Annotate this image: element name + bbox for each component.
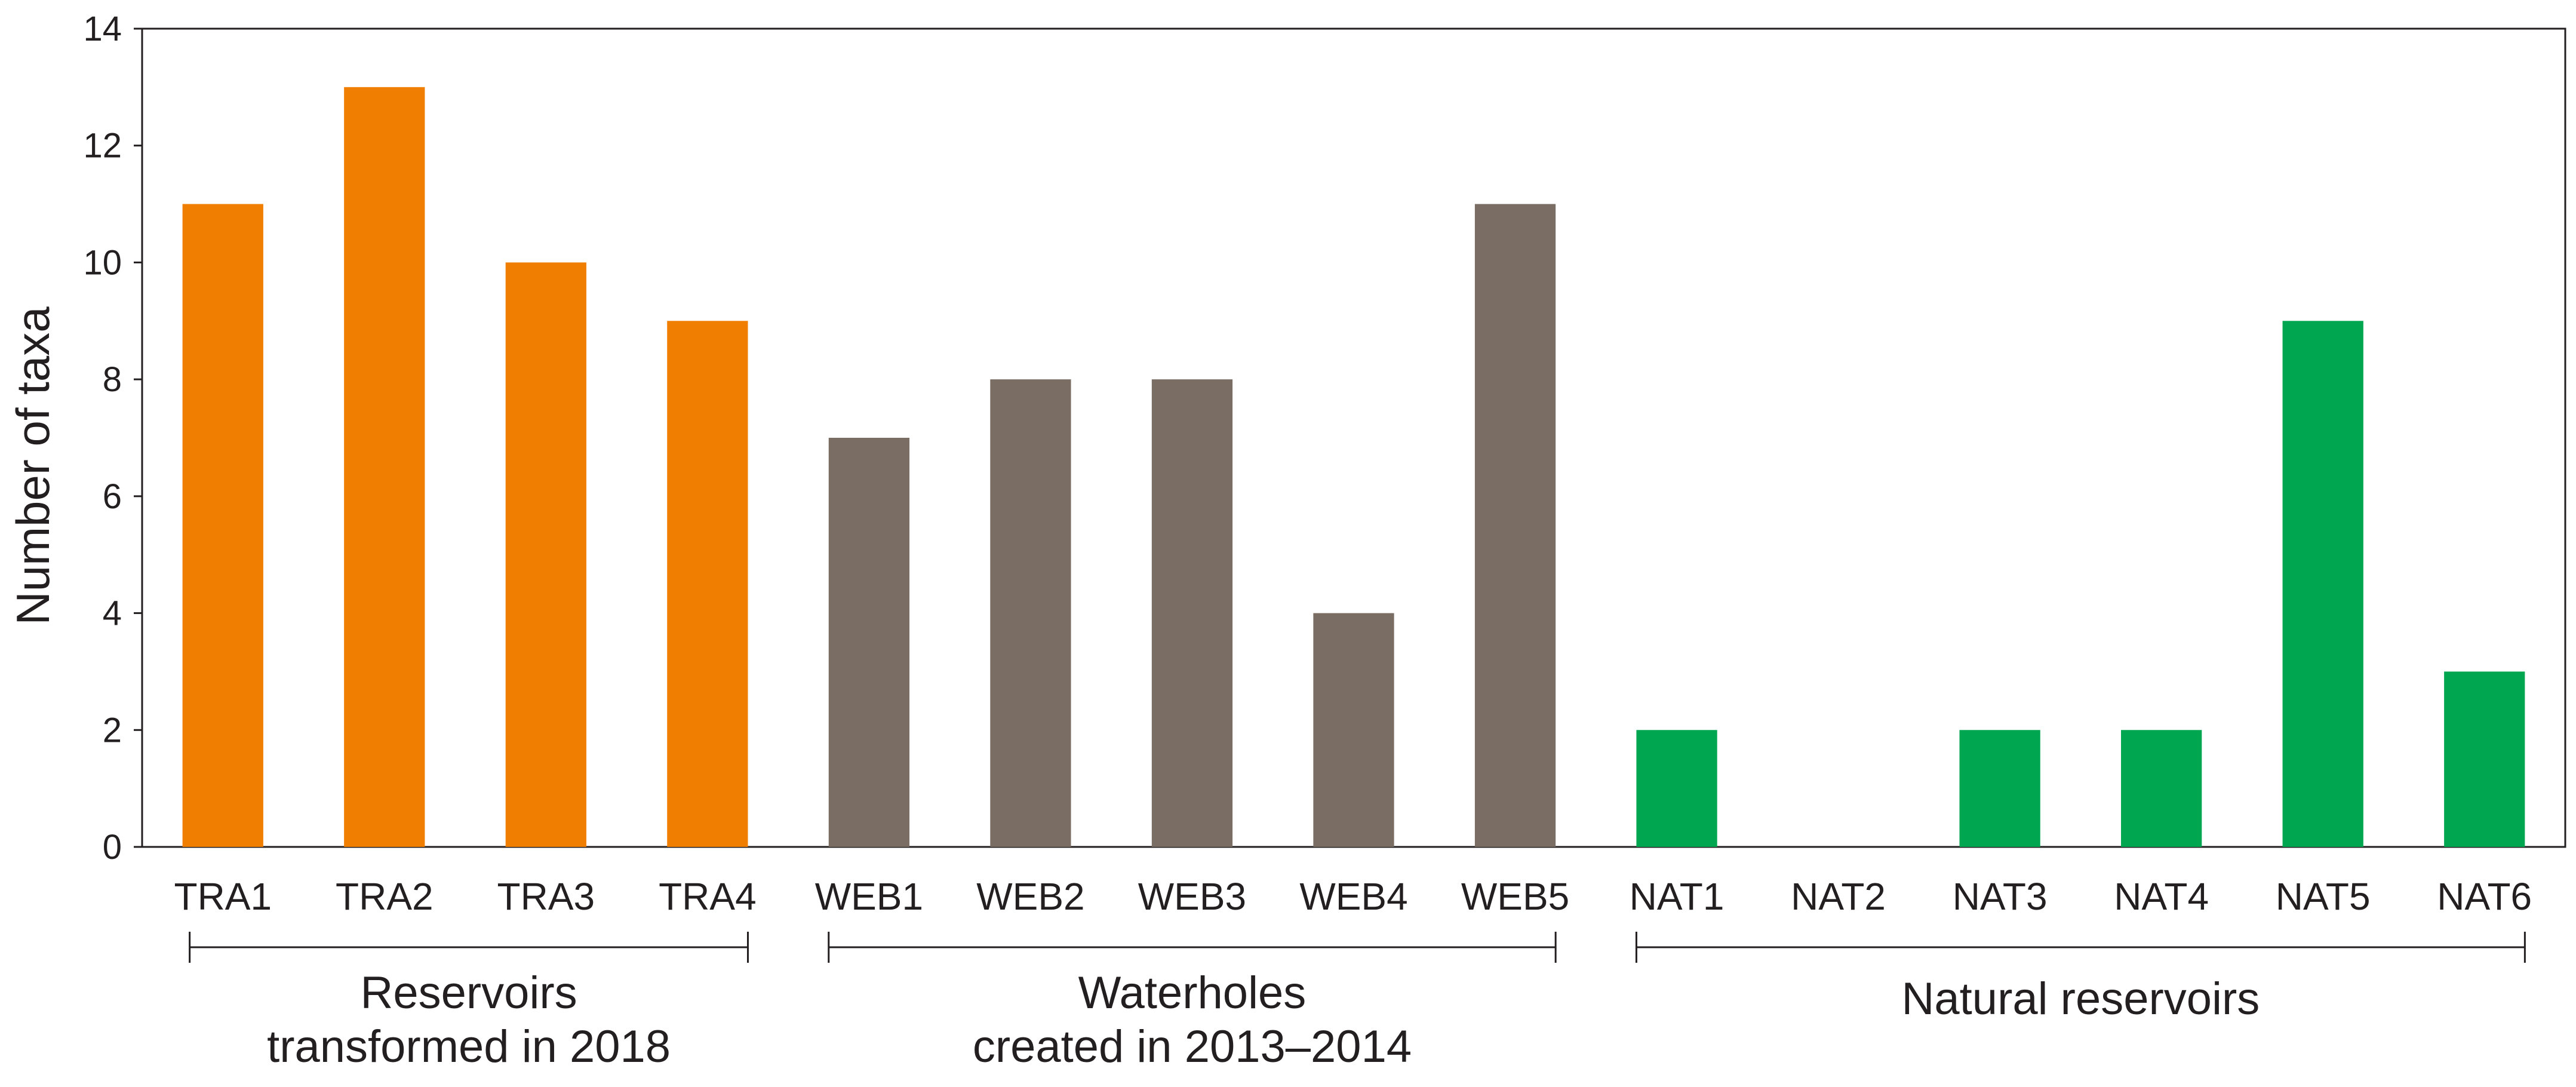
y-tick-label: 6 (103, 477, 122, 516)
x-tick-label-tra3: TRA3 (497, 875, 595, 918)
group-label: Waterholes (1078, 968, 1307, 1018)
x-tick-label-web1: WEB1 (815, 875, 923, 918)
bar-nat4 (2121, 730, 2202, 847)
y-tick-label: 2 (103, 711, 122, 750)
x-tick-label-nat1: NAT1 (1630, 875, 1724, 918)
group-label: Natural reservoirs (1902, 974, 2260, 1024)
bar-nat5 (2282, 321, 2363, 847)
bar-tra3 (505, 262, 586, 847)
bar-web4 (1313, 613, 1394, 847)
y-tick-label: 14 (83, 10, 122, 48)
y-axis-label: Number of taxa (7, 306, 59, 625)
x-tick-label-tra2: TRA2 (336, 875, 434, 918)
y-axis-ticks: 0 2 4 6 8 10 12 14 (83, 10, 142, 867)
group-label: Reservoirs (360, 968, 577, 1018)
bar-web3 (1151, 379, 1233, 847)
x-tick-label-nat5: NAT5 (2276, 875, 2371, 918)
bar-nat6 (2444, 671, 2525, 847)
y-tick-label: 0 (103, 828, 122, 867)
bars (182, 87, 2525, 848)
y-tick-label: 12 (83, 127, 122, 165)
x-tick-label-nat2: NAT2 (1791, 875, 1886, 918)
bar-web5 (1474, 204, 1556, 848)
x-tick-label-tra1: TRA1 (174, 875, 272, 918)
bar-nat3 (1959, 730, 2040, 847)
x-tick-label-web5: WEB5 (1461, 875, 1569, 918)
bar-tra2 (344, 87, 425, 847)
x-tick-label-web2: WEB2 (976, 875, 1084, 918)
x-tick-label-nat6: NAT6 (2437, 875, 2532, 918)
group-label: transformed in 2018 (267, 1021, 671, 1072)
bar-web2 (990, 379, 1071, 847)
y-tick-label: 8 (103, 360, 122, 399)
bar-tra1 (182, 204, 263, 848)
bar-tra4 (667, 321, 748, 847)
x-tick-label-tra4: TRA4 (659, 875, 757, 918)
x-tick-label-web3: WEB3 (1138, 875, 1246, 918)
bar-nat1 (1636, 730, 1717, 847)
y-tick-label: 10 (83, 243, 122, 282)
x-tick-label-nat3: NAT3 (1953, 875, 2048, 918)
x-tick-label-web4: WEB4 (1299, 875, 1407, 918)
y-tick-label: 4 (103, 594, 122, 633)
x-tick-label-nat4: NAT4 (2114, 875, 2209, 918)
group-label: created in 2013–2014 (973, 1021, 1412, 1072)
category-labels: TRA1 TRA2 TRA3 TRA4 WEB1 WEB2 WEB3 WEB4 WEB5 NAT1… (174, 875, 2532, 918)
bar-web1 (828, 438, 910, 847)
